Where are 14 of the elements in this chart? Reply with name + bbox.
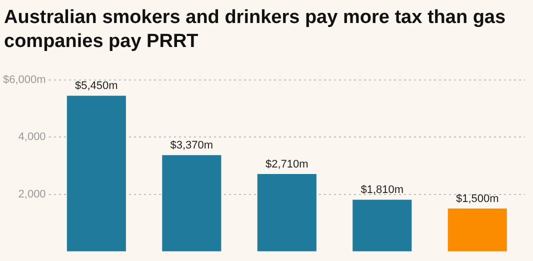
data-label: $1,810m xyxy=(360,184,404,196)
y-tick-label: 2,000 xyxy=(18,188,46,200)
chart-title: Australian smokers and drinkers pay more tax than gas companies pay PRRT xyxy=(3,6,507,54)
y-tick-label: $6,000m xyxy=(2,74,46,86)
bar xyxy=(66,96,126,252)
bar xyxy=(448,208,507,252)
data-label: $1,500m xyxy=(456,193,499,206)
bar xyxy=(352,200,412,252)
y-tick-label: 4,000 xyxy=(18,131,46,144)
bar xyxy=(162,155,222,252)
data-label: $2,710m xyxy=(266,158,308,171)
bar xyxy=(257,174,316,252)
data-label: $3,370m xyxy=(170,140,214,152)
data-label: $5,450m xyxy=(75,80,118,92)
